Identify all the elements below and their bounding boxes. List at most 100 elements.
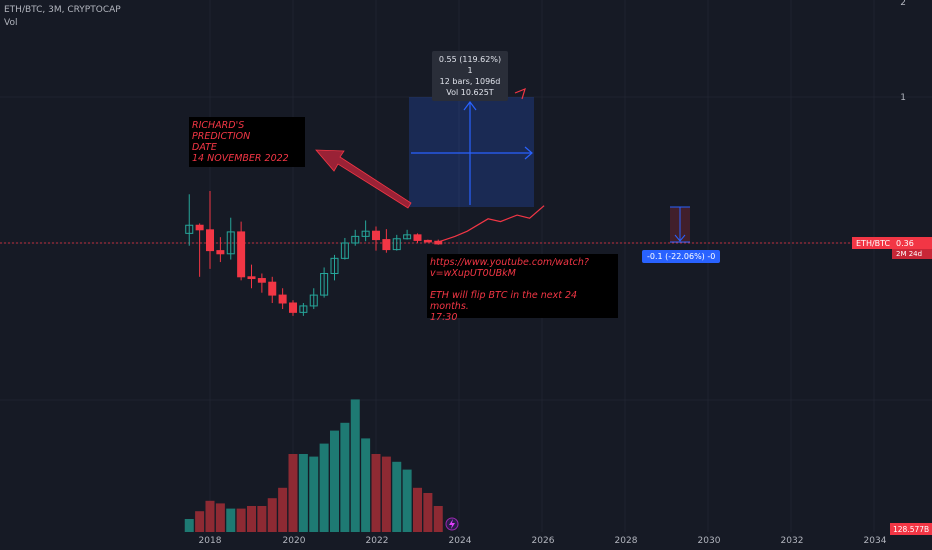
candle-body xyxy=(434,240,443,245)
candle-body xyxy=(382,239,391,251)
x-label-2034: 2034 xyxy=(863,536,887,546)
volume-bar-21 xyxy=(402,469,412,532)
candle-body xyxy=(330,257,339,274)
candle-body xyxy=(340,242,349,259)
candle-8 xyxy=(268,276,277,303)
candle-19 xyxy=(382,229,391,253)
candle-21 xyxy=(403,229,412,240)
x-label-2018: 2018 xyxy=(198,536,222,546)
x-label-2020: 2020 xyxy=(282,536,306,546)
candle-body xyxy=(423,239,432,243)
candle-14 xyxy=(330,254,339,281)
symbol-line: ETH/BTC, 3M, CRYPTOCAP xyxy=(4,5,121,15)
volume-bar-10 xyxy=(288,454,298,532)
volume-bar-6 xyxy=(247,506,256,532)
comment-line-5: 17:30 xyxy=(430,312,458,323)
candle-body xyxy=(289,302,297,313)
candle-5 xyxy=(237,221,246,281)
x-label-2030: 2030 xyxy=(697,536,721,546)
prediction-pointer-arrow xyxy=(315,149,412,209)
volume-bar-14 xyxy=(330,430,339,532)
comment-line-2: v=wXupUT0UBkM xyxy=(430,268,516,279)
x-label-2032: 2032 xyxy=(780,536,804,546)
candle-20 xyxy=(392,234,401,251)
volume-bar-5 xyxy=(236,508,246,532)
measure-vertical-arrowhead xyxy=(463,101,477,111)
annotation-line-2: DATE xyxy=(192,142,217,153)
comment-line-4: months. xyxy=(430,301,469,312)
candle-body xyxy=(320,272,329,296)
candle-10 xyxy=(289,300,297,316)
x-label-2022: 2022 xyxy=(365,536,389,546)
price-tag-countdown: 2M 24d xyxy=(896,250,923,258)
volume-bar-20 xyxy=(392,461,402,532)
candle-body xyxy=(226,231,235,255)
measure-down-label: -0.1 (-22.06%) -0 xyxy=(642,250,721,263)
candle-2 xyxy=(206,190,214,269)
volume-bar-15 xyxy=(340,422,350,532)
chart-header: ETH/BTC, 3M, CRYPTOCAP Vol xyxy=(4,4,121,30)
y-label-1: 1 xyxy=(900,93,906,103)
candle-body xyxy=(403,234,412,240)
volume-bar-2 xyxy=(205,500,215,532)
price-tag-value: 0.36 xyxy=(896,239,914,248)
volume-bar-8 xyxy=(267,498,277,532)
candle-body xyxy=(351,235,360,244)
candle-body xyxy=(185,224,194,234)
x-label-2028: 2028 xyxy=(614,536,638,546)
volume-bar-9 xyxy=(278,487,288,532)
volume-tag: 128.577B xyxy=(893,525,930,534)
candle-body xyxy=(299,305,308,313)
measure-box-up xyxy=(409,97,534,207)
volume-bar-3 xyxy=(215,503,225,532)
candle-9 xyxy=(278,288,287,310)
volume-bar-17 xyxy=(361,438,371,532)
volume-bar-19 xyxy=(381,456,391,532)
volume-bar-4 xyxy=(226,508,236,532)
candle-body xyxy=(413,234,422,241)
measure-line-3: Vol 10.625T xyxy=(446,88,494,97)
price-tag-symbol-bg xyxy=(852,237,892,249)
measure-horizontal-arrowhead xyxy=(524,146,533,160)
volume-bar-22 xyxy=(413,487,422,532)
candle-3 xyxy=(216,237,225,263)
candle-body xyxy=(392,238,401,251)
candle-body xyxy=(206,229,214,252)
candle-24 xyxy=(434,239,443,245)
comment-line-3: ETH will flip BTC in the next 24 xyxy=(430,290,578,301)
comment-annotation[interactable]: https://www.youtube.com/watch? v=wXupUT0… xyxy=(427,254,618,323)
candle-body xyxy=(268,281,277,296)
candle-body xyxy=(372,230,380,241)
prediction-annotation[interactable]: RICHARD'S PREDICTION DATE 14 NOVEMBER 20… xyxy=(189,117,305,167)
candle-1 xyxy=(195,223,204,277)
price-tag-value-bg xyxy=(892,237,932,249)
volume-bars xyxy=(184,399,443,532)
x-label-2026: 2026 xyxy=(531,536,555,546)
annotation-line-1: RICHARD'S PREDICTION xyxy=(192,120,251,142)
candle-4 xyxy=(226,217,235,260)
measure-line-1: 0.55 (119.62%) 1 xyxy=(438,55,502,75)
volume-bar-18 xyxy=(371,454,381,532)
candle-12 xyxy=(309,288,318,310)
candles xyxy=(185,190,443,316)
candle-body xyxy=(257,278,266,283)
candle-body xyxy=(195,224,204,231)
volume-bar-24 xyxy=(433,506,443,532)
volume-bar-13 xyxy=(319,443,329,532)
candle-23 xyxy=(423,239,432,243)
volume-label: Vol xyxy=(4,18,18,28)
volume-tag-bg xyxy=(890,523,932,535)
volume-bar-1 xyxy=(195,511,205,532)
volume-bar-23 xyxy=(423,493,433,532)
volume-bar-16 xyxy=(350,399,360,532)
candle-18 xyxy=(372,226,380,251)
measure-down-arrowhead xyxy=(674,234,686,242)
candle-13 xyxy=(320,267,329,298)
candle-body xyxy=(216,250,225,255)
annotation-line-3: 14 NOVEMBER 2022 xyxy=(192,153,289,164)
candle-body xyxy=(237,231,246,278)
x-label-2024: 2024 xyxy=(448,536,472,546)
candle-body xyxy=(309,294,318,307)
candle-22 xyxy=(413,233,422,243)
